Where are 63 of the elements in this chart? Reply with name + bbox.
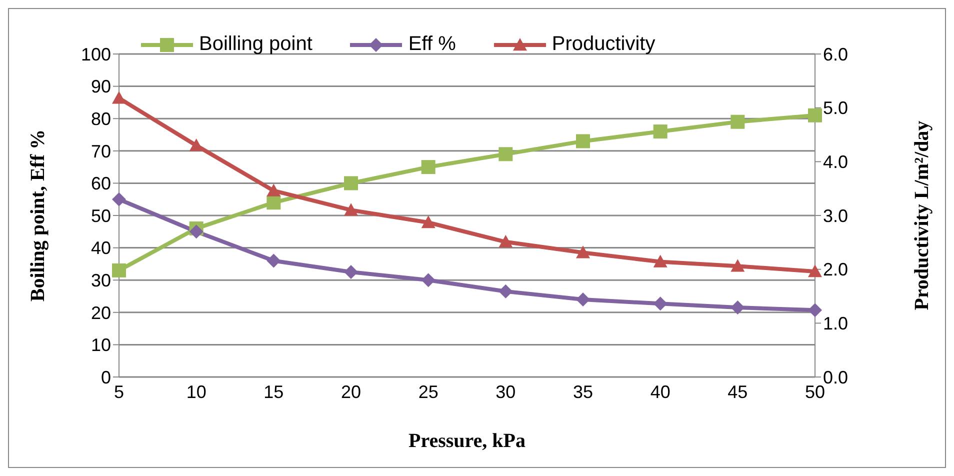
point — [266, 196, 281, 210]
x-tick-label: 45 — [728, 382, 748, 402]
point — [808, 303, 822, 318]
point — [730, 114, 745, 129]
x-tick-label: 35 — [572, 382, 594, 402]
y-tick-label: 60 — [90, 174, 111, 194]
point — [653, 254, 668, 268]
point — [421, 160, 436, 174]
point — [344, 265, 358, 280]
point — [730, 300, 745, 315]
point — [112, 91, 126, 104]
x-axis-title: Pressure, kPa — [408, 430, 526, 452]
y-tick-label: 70 — [90, 141, 111, 162]
x-tick-label: 5 — [114, 382, 124, 402]
y2-tick-label: 5.0 — [823, 98, 848, 118]
point — [576, 134, 590, 148]
point — [808, 264, 822, 278]
x-tick-label: 20 — [340, 382, 362, 402]
y-tick-label: 80 — [90, 108, 111, 129]
point — [189, 138, 204, 152]
point — [421, 273, 436, 288]
y-tick-label: 10 — [90, 335, 111, 356]
point — [730, 259, 745, 272]
point — [421, 216, 436, 228]
point — [498, 147, 513, 162]
y2-tick-label: 6.0 — [823, 44, 848, 64]
y2-tick-label: 2.0 — [823, 260, 848, 280]
point — [266, 254, 281, 268]
y-axis-title: Boiling point, Eff % — [27, 129, 50, 302]
y-tick-label: 50 — [90, 206, 111, 226]
y2-tick-label: 3.0 — [823, 206, 848, 226]
y2-axis-title: Productivity L/m²/day — [911, 120, 934, 310]
y-tick-label: 40 — [90, 238, 111, 258]
legend-label: Productivity — [552, 33, 656, 56]
x-tick-label: 50 — [804, 382, 826, 402]
x-tick-label: 25 — [418, 382, 438, 402]
y-tick-label: 30 — [90, 270, 111, 290]
y-tick-label: 100 — [80, 44, 111, 64]
y2-tick-label: 1.0 — [823, 314, 848, 334]
legend-label: Boilling point — [199, 33, 312, 56]
point — [498, 284, 513, 298]
point — [266, 184, 281, 196]
point — [808, 108, 822, 122]
y-tick-label: 90 — [90, 76, 111, 97]
point — [344, 176, 358, 190]
point — [112, 263, 126, 278]
x-tick-label: 10 — [186, 382, 206, 402]
y2-tick-label: 4.0 — [823, 152, 848, 172]
point — [112, 192, 126, 206]
y-tick-label: 20 — [90, 302, 111, 323]
point — [576, 246, 590, 258]
point — [576, 292, 590, 306]
point — [189, 224, 204, 239]
x-tick-label: 30 — [496, 382, 516, 402]
y-tick-label: 0 — [100, 367, 111, 388]
point — [653, 124, 668, 139]
x-tick-label: 15 — [264, 382, 284, 402]
point — [498, 234, 513, 248]
x-tick-label: 40 — [650, 382, 670, 402]
y2-tick-label: 0.0 — [823, 367, 848, 388]
legend-label: Eff % — [408, 33, 456, 56]
point — [344, 203, 358, 216]
point — [653, 296, 668, 311]
